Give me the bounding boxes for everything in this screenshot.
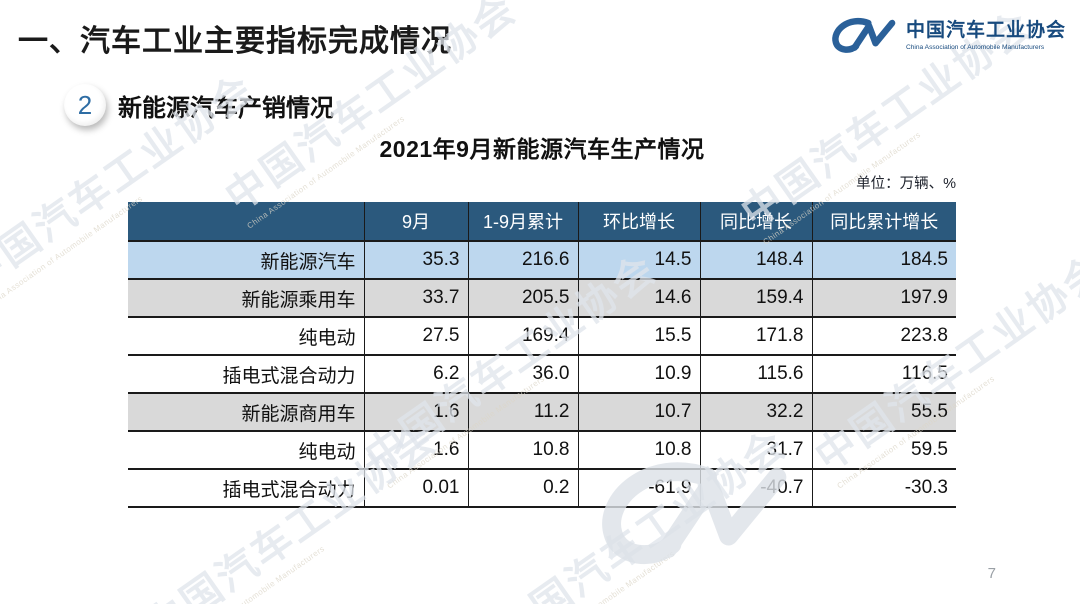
value-cell: 10.8 <box>577 430 700 469</box>
column-header: 环比增长 <box>577 202 700 241</box>
table-row: 插电式混合动力 6.2 36.0 10.9 115.6 116.5 <box>128 354 956 393</box>
unit-label: 单位：万辆、% <box>856 176 956 192</box>
value-cell: 27.5 <box>363 316 468 355</box>
cm-swoosh-icon <box>832 18 896 53</box>
value-cell: 33.7 <box>363 278 468 317</box>
value-cell: 59.5 <box>811 430 956 469</box>
value-cell: 10.8 <box>467 430 578 469</box>
table-row: 纯电动 27.5 169.4 15.5 171.8 223.8 <box>128 316 956 355</box>
value-cell: 55.5 <box>811 392 956 431</box>
value-cell: 36.0 <box>467 354 578 393</box>
value-cell: 14.6 <box>577 278 700 317</box>
value-cell: 1.6 <box>363 430 468 469</box>
section-label: 新能源汽车产销情况 <box>118 94 334 122</box>
value-cell: 148.4 <box>699 240 812 279</box>
caam-logo: 中国汽车工业协会 China Association of Automobile… <box>828 12 1066 60</box>
value-cell: 1.6 <box>363 392 468 431</box>
table-header-row: 9月 1-9月累计 环比增长 同比增长 同比累计增长 <box>128 202 956 241</box>
value-cell: 14.5 <box>577 240 700 279</box>
section-number-badge: 2 <box>64 84 106 126</box>
value-cell: 115.6 <box>699 354 812 393</box>
column-header: 9月 <box>363 202 468 241</box>
value-cell: 205.5 <box>467 278 578 317</box>
value-cell: 171.8 <box>699 316 812 355</box>
column-header: 同比增长 <box>699 202 812 241</box>
value-cell: 216.6 <box>467 240 578 279</box>
table-row: 新能源乘用车 33.7 205.5 14.6 159.4 197.9 <box>128 278 956 317</box>
value-cell: 35.3 <box>363 240 468 279</box>
value-cell: 32.2 <box>699 392 812 431</box>
page-number: 7 <box>987 565 996 582</box>
table-title: 2021年9月新能源汽车生产情况 <box>379 136 705 162</box>
row-label: 纯电动 <box>128 430 364 469</box>
row-label: 新能源汽车 <box>128 240 364 279</box>
row-label: 新能源乘用车 <box>128 278 364 317</box>
row-label: 新能源商用车 <box>128 392 364 431</box>
value-cell: 10.7 <box>577 392 700 431</box>
production-table: 9月 1-9月累计 环比增长 同比增长 同比累计增长 新能源汽车 35.3 216.6 14.… <box>128 202 956 508</box>
value-cell: 169.4 <box>467 316 578 355</box>
value-cell: 0.01 <box>363 468 468 508</box>
row-label: 插电式混合动力 <box>128 354 364 393</box>
value-cell: -61.9 <box>577 468 700 508</box>
value-cell: 159.4 <box>699 278 812 317</box>
value-cell: 15.5 <box>577 316 700 355</box>
value-cell: 116.5 <box>811 354 956 393</box>
corner-header-cell <box>128 202 364 241</box>
value-cell: -40.7 <box>699 468 812 508</box>
logo-name: 中国汽车工业协会 <box>905 19 1066 41</box>
table-row: 新能源商用车 1.6 11.2 10.7 32.2 55.5 <box>128 392 956 431</box>
column-header: 1-9月累计 <box>467 202 578 241</box>
value-cell: 184.5 <box>811 240 956 279</box>
logo-subtitle: China Association of Automobile Manufact… <box>905 43 1045 51</box>
value-cell: 197.9 <box>811 278 956 317</box>
value-cell: 11.2 <box>467 392 578 431</box>
table-row: 新能源汽车 35.3 216.6 14.5 148.4 184.5 <box>128 240 956 279</box>
row-label: 纯电动 <box>128 316 364 355</box>
column-header: 同比累计增长 <box>811 202 956 241</box>
value-cell: 10.9 <box>577 354 700 393</box>
table-row: 纯电动 1.6 10.8 10.8 31.7 59.5 <box>128 430 956 469</box>
row-label: 插电式混合动力 <box>128 468 364 508</box>
logo-text: 中国汽车工业协会 China Association of Automobile… <box>905 19 1066 51</box>
value-cell: -30.3 <box>811 468 956 508</box>
value-cell: 0.2 <box>467 468 578 508</box>
value-cell: 31.7 <box>699 430 812 469</box>
value-cell: 6.2 <box>363 354 468 393</box>
section-heading: 2 新能源汽车产销情况 <box>64 84 334 126</box>
value-cell: 223.8 <box>811 316 956 355</box>
table-row: 插电式混合动力 0.01 0.2 -61.9 -40.7 -30.3 <box>128 468 956 508</box>
page-title: 一、汽车工业主要指标完成情况 <box>18 25 452 58</box>
